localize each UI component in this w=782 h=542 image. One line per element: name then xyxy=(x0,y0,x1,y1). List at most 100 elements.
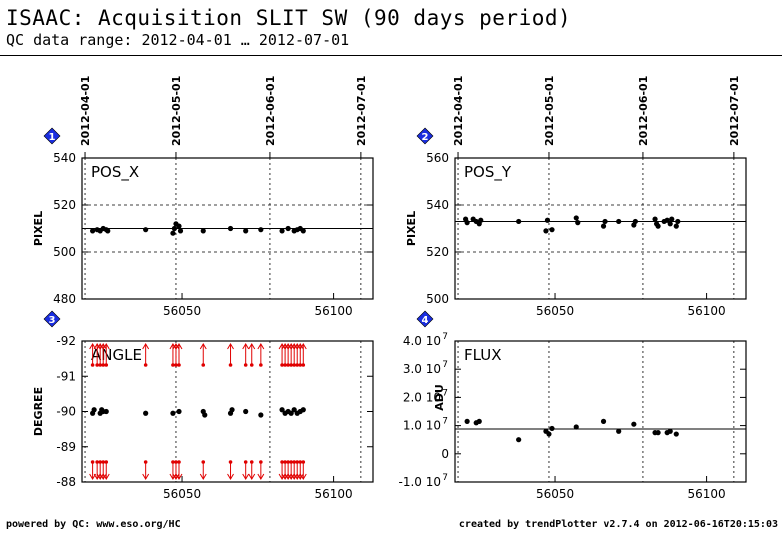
ytick-label: -91 xyxy=(56,369,76,383)
outlier-arrow-head xyxy=(281,343,289,350)
outlier-point xyxy=(289,460,293,464)
header-divider xyxy=(0,55,782,56)
page-title: ISAAC: Acquisition SLIT SW (90 days peri… xyxy=(6,6,572,30)
outlier-arrow-head xyxy=(169,343,177,350)
outlier-point xyxy=(101,363,106,367)
date-tick-label: 2012-06-01 xyxy=(264,76,277,146)
outlier-arrow-head xyxy=(242,343,250,350)
data-point xyxy=(464,220,470,226)
outlier-point xyxy=(104,460,109,464)
data-point xyxy=(300,228,306,234)
ytick-label: 540 xyxy=(426,198,449,212)
outlier-point xyxy=(228,460,233,464)
outlier-arrow-head xyxy=(296,473,304,480)
ytick-label: -88 xyxy=(56,475,76,489)
outlier-point xyxy=(171,363,175,367)
data-point xyxy=(655,223,661,229)
outlier-arrow-head xyxy=(290,473,298,480)
outlier-arrow-head xyxy=(175,343,183,350)
ytick-label: 500 xyxy=(426,292,449,306)
outlier-arrow-head xyxy=(293,473,301,480)
ytick-label: 520 xyxy=(53,198,76,212)
outlier-point xyxy=(289,363,293,367)
data-point xyxy=(616,428,622,434)
y-axis-label: PIXEL xyxy=(32,211,45,246)
data-point xyxy=(549,425,555,432)
plot-frame xyxy=(454,157,747,300)
y-axis-label: DEGREE xyxy=(32,387,45,436)
data-point xyxy=(243,228,249,234)
panel-badge-icon xyxy=(416,310,434,328)
outlier-point xyxy=(228,363,233,367)
data-point xyxy=(176,408,182,415)
date-tick-label: 2012-04-01 xyxy=(452,76,465,146)
ytick-label: 1.0 10 xyxy=(403,419,441,433)
outlier-arrow-head xyxy=(102,473,110,480)
outlier-arrow-head xyxy=(299,473,307,480)
data-point xyxy=(546,431,552,437)
xtick-label: 56100 xyxy=(315,487,353,501)
data-point xyxy=(673,431,679,437)
ytick-exponent: 7 xyxy=(442,417,448,427)
ytick-label: -1.0 10 xyxy=(399,475,442,489)
data-point xyxy=(478,217,484,223)
outlier-arrow-head xyxy=(93,473,101,480)
page-subtitle: QC data range: 2012-04-01 … 2012-07-01 xyxy=(6,31,350,49)
outlier-point xyxy=(201,460,206,464)
data-point xyxy=(285,225,291,232)
data-point xyxy=(143,410,149,416)
ytick-exponent: 7 xyxy=(442,360,448,370)
y-axis-label: PIXEL xyxy=(405,211,418,246)
outlier-arrow-head xyxy=(102,343,110,350)
ytick-label: 480 xyxy=(53,292,76,306)
data-point xyxy=(573,424,579,430)
outlier-arrow-head xyxy=(99,473,107,480)
outlier-point xyxy=(98,363,102,367)
outlier-point xyxy=(298,460,303,464)
outlier-arrow-head xyxy=(257,343,265,350)
outlier-point xyxy=(104,363,109,367)
outlier-arrow-head xyxy=(172,343,180,350)
footer-powered-by: powered by QC: www.eso.org/HC xyxy=(6,519,181,530)
data-point xyxy=(573,215,579,221)
data-point xyxy=(258,412,264,418)
parameter-label: POS_Y xyxy=(464,163,512,182)
data-point xyxy=(476,418,482,424)
ytick-label: 540 xyxy=(53,151,76,165)
xtick-label: 56100 xyxy=(315,304,353,318)
data-point xyxy=(288,410,294,416)
plot-frame xyxy=(454,340,747,483)
data-point xyxy=(673,223,679,229)
outlier-arrow-head xyxy=(278,343,286,350)
data-point xyxy=(516,218,522,225)
xtick-label: 56050 xyxy=(163,487,201,501)
data-point xyxy=(669,216,675,222)
xtick-label: 56050 xyxy=(163,304,201,318)
outlier-point xyxy=(295,460,300,464)
ytick-exponent: 7 xyxy=(442,473,448,483)
data-point xyxy=(655,430,661,436)
outlier-point xyxy=(174,363,178,367)
data-point xyxy=(664,217,670,223)
outlier-arrow-head xyxy=(199,473,207,480)
chart-panel-2: 2012-04-01 2012-05-01 2012-06-01 2012-07-01… xyxy=(405,76,747,318)
parameter-label: FLUX xyxy=(464,346,502,364)
outlier-point xyxy=(283,460,287,464)
date-tick-label: 2012-04-01 xyxy=(79,76,92,146)
outlier-arrow-head xyxy=(248,343,256,350)
outlier-point xyxy=(177,363,181,367)
ytick-label: 2.0 10 xyxy=(403,390,441,404)
data-point xyxy=(544,217,551,223)
xtick-label: 56100 xyxy=(688,487,726,501)
outlier-arrow-head xyxy=(281,473,289,480)
outlier-arrow-head xyxy=(296,343,304,350)
ytick-label: 4.0 10 xyxy=(403,334,441,348)
panel-badge-number: 1 xyxy=(49,132,56,143)
data-point xyxy=(600,418,607,424)
outlier-arrow-head xyxy=(96,343,104,350)
outlier-point xyxy=(280,363,284,367)
ytick-label: -92 xyxy=(56,334,76,348)
y-axis-label: ADU xyxy=(433,384,446,411)
parameter-label: ANGLE xyxy=(91,346,142,364)
outlier-point xyxy=(292,460,296,464)
